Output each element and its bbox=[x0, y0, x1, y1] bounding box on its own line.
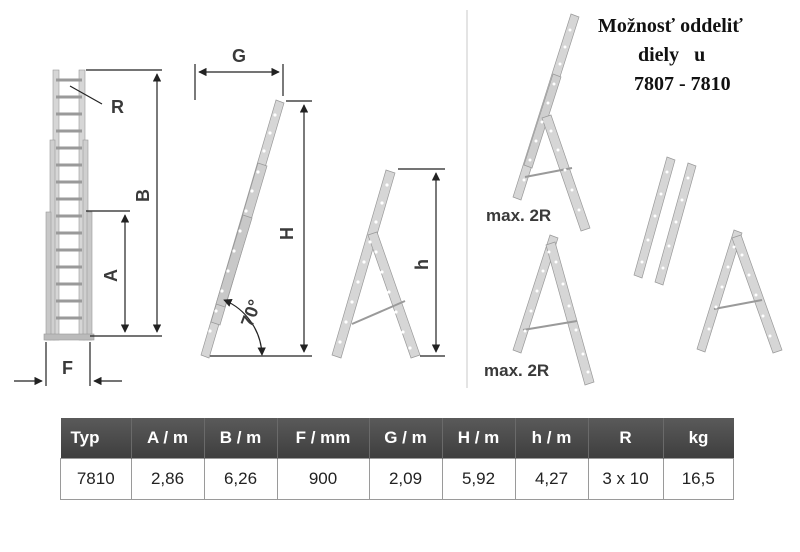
cell-g: 2,09 bbox=[368, 458, 443, 500]
label-h-lower: h bbox=[412, 259, 432, 270]
label-angle: 70° bbox=[237, 297, 265, 329]
label-g: G bbox=[232, 46, 246, 66]
label-b: B bbox=[133, 189, 153, 202]
table-row: 7810 2,86 6,26 900 2,09 5,92 4,27 3 x 10… bbox=[60, 458, 734, 500]
extended-ladder bbox=[43, 69, 95, 341]
header-b: B / m bbox=[204, 418, 278, 459]
a-frame-ladder bbox=[331, 169, 421, 359]
header-a: A / m bbox=[131, 418, 205, 459]
label-f: F bbox=[62, 358, 73, 378]
spec-header-row: Typ A / m B / m F / mm G / m H / m h / m… bbox=[60, 418, 734, 459]
dimension-lines-left bbox=[14, 69, 162, 386]
a-frame-far-right bbox=[696, 229, 783, 354]
header-h-lower: h / m bbox=[515, 418, 589, 459]
label-h-upper: H bbox=[277, 227, 297, 240]
header-kg: kg bbox=[663, 418, 734, 459]
dimension-lines-middle bbox=[194, 64, 312, 357]
cell-kg: 16,5 bbox=[662, 458, 734, 500]
note-line-1: Možnosť oddeliť bbox=[598, 15, 743, 37]
dimension-lines-aframe bbox=[398, 168, 445, 357]
label-max-top: max. 2R bbox=[486, 206, 551, 225]
note-line-2: diely u bbox=[638, 44, 706, 66]
cell-a: 2,86 bbox=[130, 458, 205, 500]
note-line-3: 7807 - 7810 bbox=[634, 73, 731, 95]
label-r: R bbox=[111, 97, 124, 117]
label-max-bottom: max. 2R bbox=[484, 361, 549, 380]
cell-h-upper: 5,92 bbox=[441, 458, 516, 500]
header-r: R bbox=[588, 418, 664, 459]
spec-table: Typ A / m B / m F / mm G / m H / m h / m… bbox=[60, 418, 734, 500]
a-frame-bottom bbox=[512, 234, 595, 386]
cell-r: 3 x 10 bbox=[587, 458, 664, 500]
header-h-upper: H / m bbox=[442, 418, 516, 459]
header-typ: Typ bbox=[60, 418, 132, 459]
cell-b: 6,26 bbox=[203, 458, 278, 500]
a-frame-extended-top bbox=[512, 13, 591, 232]
cell-f: 900 bbox=[276, 458, 370, 500]
cell-typ: 7810 bbox=[60, 458, 132, 500]
cell-h-lower: 4,27 bbox=[514, 458, 589, 500]
header-f: F / mm bbox=[277, 418, 370, 459]
ladder-diagram: R B A F G H 70° bbox=[14, 10, 783, 388]
separation-note: Možnosť oddeliť diely u 7807 - 7810 bbox=[598, 12, 798, 99]
separated-sections bbox=[633, 156, 697, 286]
label-a: A bbox=[101, 269, 121, 282]
leaning-ladder bbox=[200, 99, 285, 359]
header-g: G / m bbox=[369, 418, 443, 459]
